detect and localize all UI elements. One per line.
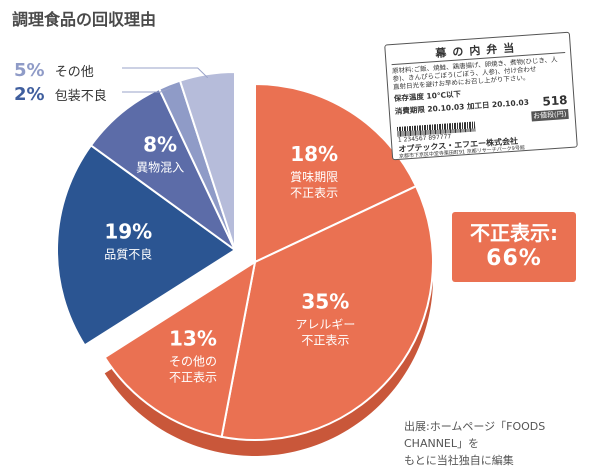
source-line-2: もとに当社独自に編集	[404, 454, 514, 467]
chart-title: 調理食品の回収理由	[12, 10, 157, 29]
pie-slice-4	[89, 87, 236, 251]
source-line-1: 出展:ホームページ「FOODS CHANNEL」を	[404, 420, 546, 450]
legend-other-pct: 5%	[14, 60, 45, 81]
pie-slice-2	[103, 259, 257, 439]
pie-slice-0	[254, 82, 418, 264]
pie-slice-1	[220, 184, 434, 441]
legend-packaging-label: 包装不良	[54, 89, 107, 104]
group-callout: 不正表示: 66%	[452, 212, 576, 282]
leader-line-6	[122, 67, 209, 79]
slice-value-0: 18%	[290, 142, 338, 166]
slice-label-2-0: その他の	[169, 354, 217, 368]
slice-label-3-0: 品質不良	[104, 247, 152, 262]
callout-label: 不正表示:	[470, 221, 558, 245]
callout-value: 66%	[486, 246, 542, 271]
food-label-expiry: 消費期限 20.10.03	[394, 102, 465, 117]
legend-packaging-pct: 2%	[14, 84, 45, 105]
slice-label-1-0: アレルギー	[295, 318, 355, 332]
slice-value-3: 19%	[104, 220, 152, 244]
source-note: 出展:ホームページ「FOODS CHANNEL」を もとに当社独自に編集	[404, 418, 584, 469]
slice-value-2: 13%	[169, 326, 217, 350]
slice-value-1: 35%	[301, 290, 349, 314]
pie-slice-6	[178, 70, 236, 251]
legend-item-packaging: 2% 包装不良	[14, 84, 107, 105]
slice-label-0-1: 不正表示	[290, 186, 338, 200]
food-label-illustration: 幕の内弁当 原材料:ご飯、焼鮭、鶏唐揚げ、卵焼き、煮物(ひじき、人参)、きんぴら…	[384, 31, 578, 161]
food-label-price-tag: お値段(円)	[530, 108, 569, 122]
pie-slice-3	[56, 143, 237, 347]
slice-value-4: 8%	[143, 132, 177, 156]
legend-item-other: 5% その他	[14, 60, 94, 81]
leader-line-5	[122, 87, 171, 93]
slice-label-4-0: 異物混入	[136, 160, 184, 174]
slice-label-1-1: 不正表示	[301, 334, 349, 348]
slice-label-2-1: 不正表示	[169, 370, 217, 384]
slice-label-0-0: 賞味期限	[290, 170, 338, 184]
food-label-price: 518	[541, 92, 568, 109]
food-label-processed: 加工日 20.10.03	[466, 97, 530, 111]
legend-other-label: その他	[54, 65, 94, 80]
